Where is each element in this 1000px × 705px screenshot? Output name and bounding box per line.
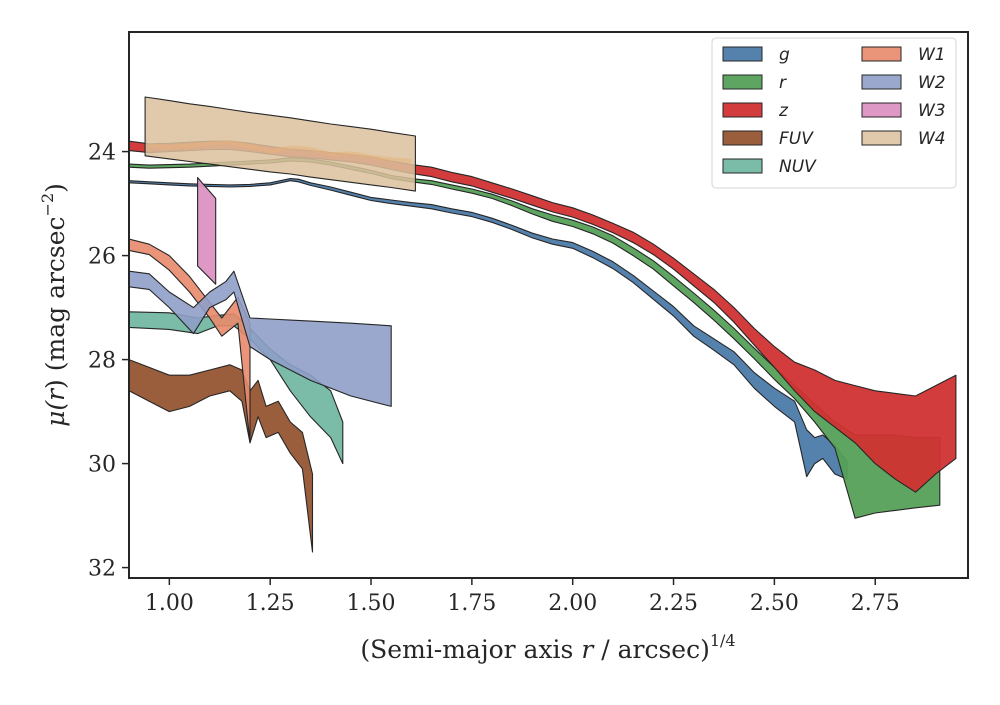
x-tick-label: 2.00 xyxy=(548,591,597,616)
legend-swatch-z xyxy=(722,102,763,118)
x-axis-ticks: 1.00 1.25 1.50 1.75 2.00 2.25 2.50 2.75 xyxy=(145,578,900,616)
band-fuv xyxy=(129,359,314,553)
legend-swatch-w4 xyxy=(861,130,902,146)
x-tick-label: 1.25 xyxy=(246,591,295,616)
legend-label-w4: W4 xyxy=(918,129,946,149)
legend-swatch-w1 xyxy=(861,46,902,62)
w4-profile-line xyxy=(149,140,412,163)
legend-label-w2: W2 xyxy=(918,73,946,93)
plot-frame xyxy=(128,31,969,579)
legend-swatch-w3 xyxy=(861,102,902,118)
legend-swatch-fuv xyxy=(722,130,763,146)
chart-legend: grz FUV NUV W1 W2 W3 W4 xyxy=(711,37,957,189)
x-tick-label: 1.75 xyxy=(447,591,496,616)
x-tick-label: 1.50 xyxy=(347,591,396,616)
y-axis-ticks: 24 26 28 30 32 xyxy=(88,141,129,582)
band-w4 xyxy=(144,96,416,192)
legend-label-g: g xyxy=(779,45,790,65)
legend-label-nuv: NUV xyxy=(779,157,817,177)
legend-swatch-nuv xyxy=(722,158,763,174)
x-axis-label: (Semi-major axis r / arcsec)1/4 xyxy=(360,631,735,664)
legend-label-r: r xyxy=(779,73,787,93)
y-tick-label: 28 xyxy=(88,349,116,374)
band-w2 xyxy=(129,270,392,407)
band-w3 xyxy=(197,177,217,285)
x-tick-label: 2.50 xyxy=(750,591,799,616)
legend-label-z: z xyxy=(778,101,789,121)
legend-swatch-w2 xyxy=(861,74,902,90)
x-tick-label: 2.25 xyxy=(649,591,698,616)
band-w1 xyxy=(129,238,251,444)
y-tick-label: 30 xyxy=(88,453,116,478)
legend-swatch-g xyxy=(722,46,763,62)
legend-swatch-r xyxy=(722,74,763,90)
y-tick-label: 24 xyxy=(88,141,116,166)
x-tick-label: 1.00 xyxy=(145,591,194,616)
x-tick-label: 2.75 xyxy=(851,591,900,616)
y-axis-label: μ(r) (mag arcsec−2) xyxy=(38,183,70,427)
plot-bands xyxy=(129,96,957,553)
legend-label-fuv: FUV xyxy=(779,129,814,149)
legend-label-w1: W1 xyxy=(918,45,946,65)
y-tick-label: 26 xyxy=(88,245,116,270)
legend-label-w3: W3 xyxy=(918,101,946,121)
y-tick-label: 32 xyxy=(88,557,116,582)
